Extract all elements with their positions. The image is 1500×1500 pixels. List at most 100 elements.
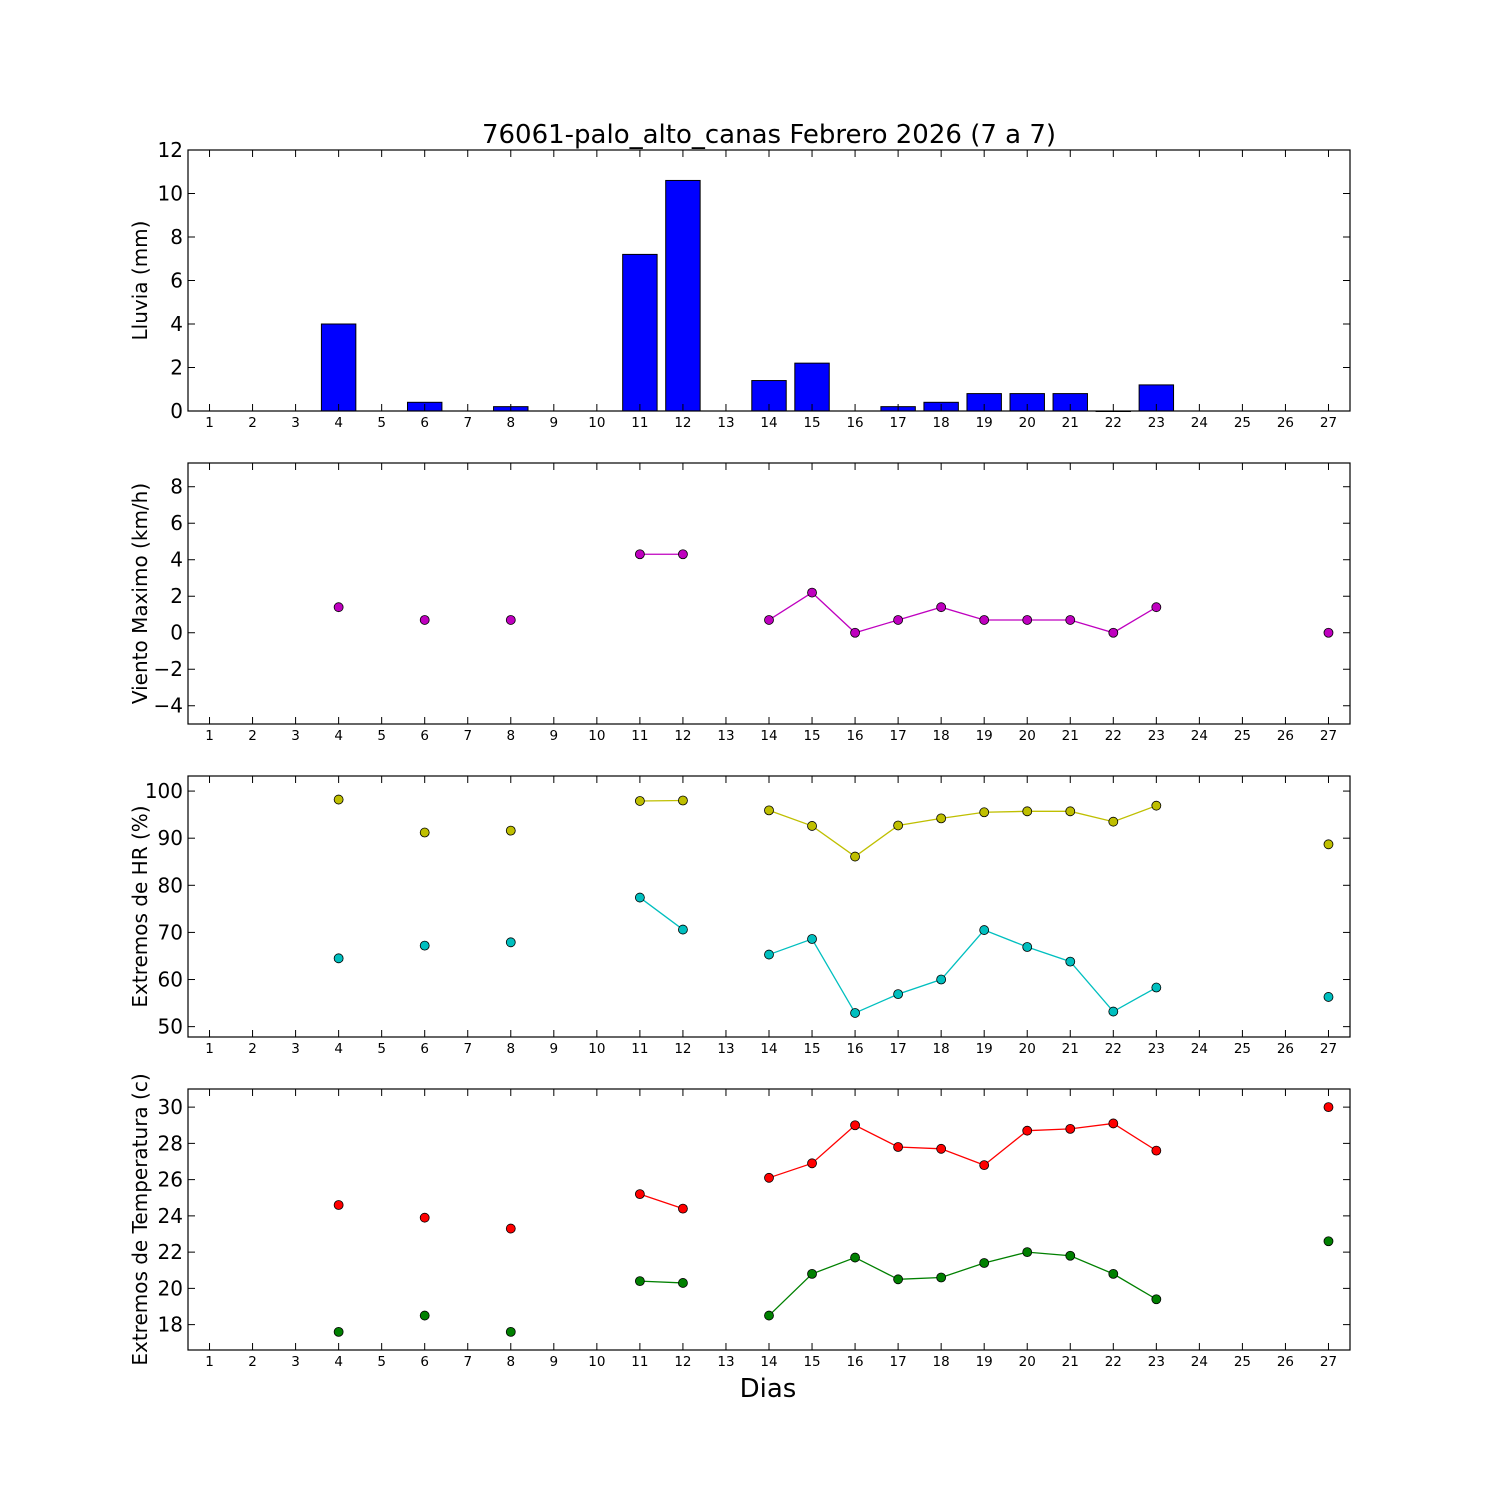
series-1-point-day-18 [936,813,947,824]
series-2-point-day-6 [419,1310,430,1321]
x-tick-label: 18 [933,728,950,744]
series-2-point-day-18 [936,974,947,985]
series-2-point-day-15 [807,1268,817,1279]
x-tick-label: 20 [1019,1354,1036,1370]
series-2-point-day-4 [333,953,344,964]
x-tick-label: 17 [890,728,907,744]
x-tick-label: 2 [248,1354,257,1370]
x-tick-label: 20 [1019,415,1036,431]
x-tick-label: 13 [717,728,734,744]
x-tick-label: 4 [334,728,343,744]
series-1-point-day-12 [678,1203,688,1214]
x-tick-label: 23 [1148,415,1165,431]
series-2-point-day-21 [1065,956,1076,967]
x-tick-label: 7 [463,1041,472,1057]
series-2-point-day-8 [505,1326,516,1337]
x-tick-label: 1 [205,1041,214,1057]
series-1-point-day-27 [1323,1102,1334,1113]
series-2-point-day-23 [1151,982,1162,993]
series-1-point-day-16 [850,851,860,862]
x-tick-label: 23 [1148,728,1165,744]
x-tick-label: 21 [1062,415,1079,431]
y-tick-label: 100 [145,779,183,803]
series-1-point-day-8 [505,825,516,836]
x-tick-label: 5 [377,415,386,431]
series-2-point-day-15 [807,934,817,944]
series-1-point-day-11 [634,1189,645,1200]
x-tick-label: 9 [550,1041,559,1057]
series-1-point-day-18 [936,1143,947,1154]
x-tick-label: 26 [1277,1354,1294,1370]
series-1-point-day-4 [333,794,344,805]
series-2-line-5 [768,929,1157,1014]
series-1-point-day-8 [505,1223,516,1234]
x-tick-label: 12 [674,1041,691,1057]
series-1-point-day-23 [1151,800,1162,811]
y-tick-label: 18 [158,1313,183,1337]
x-tick-label: 16 [846,1354,863,1370]
series-2-point-day-8 [505,937,516,948]
x-tick-label: 22 [1105,415,1122,431]
series-2-point-day-17 [893,989,904,1000]
x-tick-label: 25 [1234,415,1251,431]
series-1-point-day-21 [1065,615,1076,625]
x-tick-label: 1 [205,1354,214,1370]
x-tick-label: 9 [550,415,559,431]
x-tick-label: 11 [631,1354,648,1370]
y-axis-label: Extremos de HR (%) [128,805,152,1007]
series-2-line-4 [639,897,684,931]
x-tick-label: 19 [976,1354,993,1370]
y-tick-label: 28 [158,1131,183,1155]
series-1-line-5 [768,1122,1157,1179]
x-tick-label: 17 [890,415,907,431]
x-tick-label: 10 [588,415,605,431]
series-1-point-day-12 [678,549,688,560]
x-tick-label: 25 [1234,1041,1251,1057]
series-1-point-day-8 [505,615,516,625]
x-tick-label: 27 [1320,728,1337,744]
x-tick-label: 7 [463,415,472,431]
bar-day-12 [665,179,701,412]
x-tick-label: 11 [631,1041,648,1057]
y-tick-label: 30 [158,1095,183,1119]
x-tick-label: 12 [674,1354,691,1370]
x-tick-label: 6 [420,1354,429,1370]
y-tick-label: 8 [170,475,183,499]
series-1-point-day-16 [850,1120,860,1131]
x-tick-label: 7 [463,728,472,744]
x-tick-label: 24 [1191,1354,1208,1370]
x-tick-label: 21 [1062,728,1079,744]
y-tick-label: 4 [170,548,183,572]
series-2-point-day-14 [764,949,774,960]
series-2-point-day-4 [333,1326,344,1337]
y-tick-label: 0 [170,399,183,423]
x-tick-label: 1 [205,728,214,744]
x-tick-label: 15 [803,1041,820,1057]
x-tick-label: 21 [1062,1041,1079,1057]
series-1-point-day-20 [1022,615,1033,625]
x-tick-label: 21 [1062,1354,1079,1370]
series-2-point-day-11 [634,1276,645,1287]
y-tick-label: −2 [154,657,183,681]
series-2-point-day-12 [678,1278,688,1288]
series-2-point-day-11 [634,892,645,903]
series-2-point-day-21 [1065,1250,1076,1261]
y-axis-label: Viento Maximo (km/h) [128,483,152,704]
x-tick-label: 26 [1277,415,1294,431]
x-tick-label: 23 [1148,1041,1165,1057]
y-tick-label: 20 [158,1276,183,1300]
x-tick-label: 17 [890,1354,907,1370]
series-2-point-day-19 [979,1258,990,1268]
y-tick-label: 24 [158,1204,183,1228]
series-1-point-day-23 [1151,602,1162,613]
series-1-point-day-22 [1108,816,1119,827]
series-2-line-5 [768,1251,1157,1317]
x-tick-label: 16 [846,1041,863,1057]
bar-day-11 [622,253,658,412]
x-tick-label: 5 [377,728,386,744]
series-1-point-day-16 [850,627,860,638]
x-tick-label: 22 [1105,1354,1122,1370]
x-tick-label: 6 [420,728,429,744]
series-1-point-day-17 [893,820,904,831]
